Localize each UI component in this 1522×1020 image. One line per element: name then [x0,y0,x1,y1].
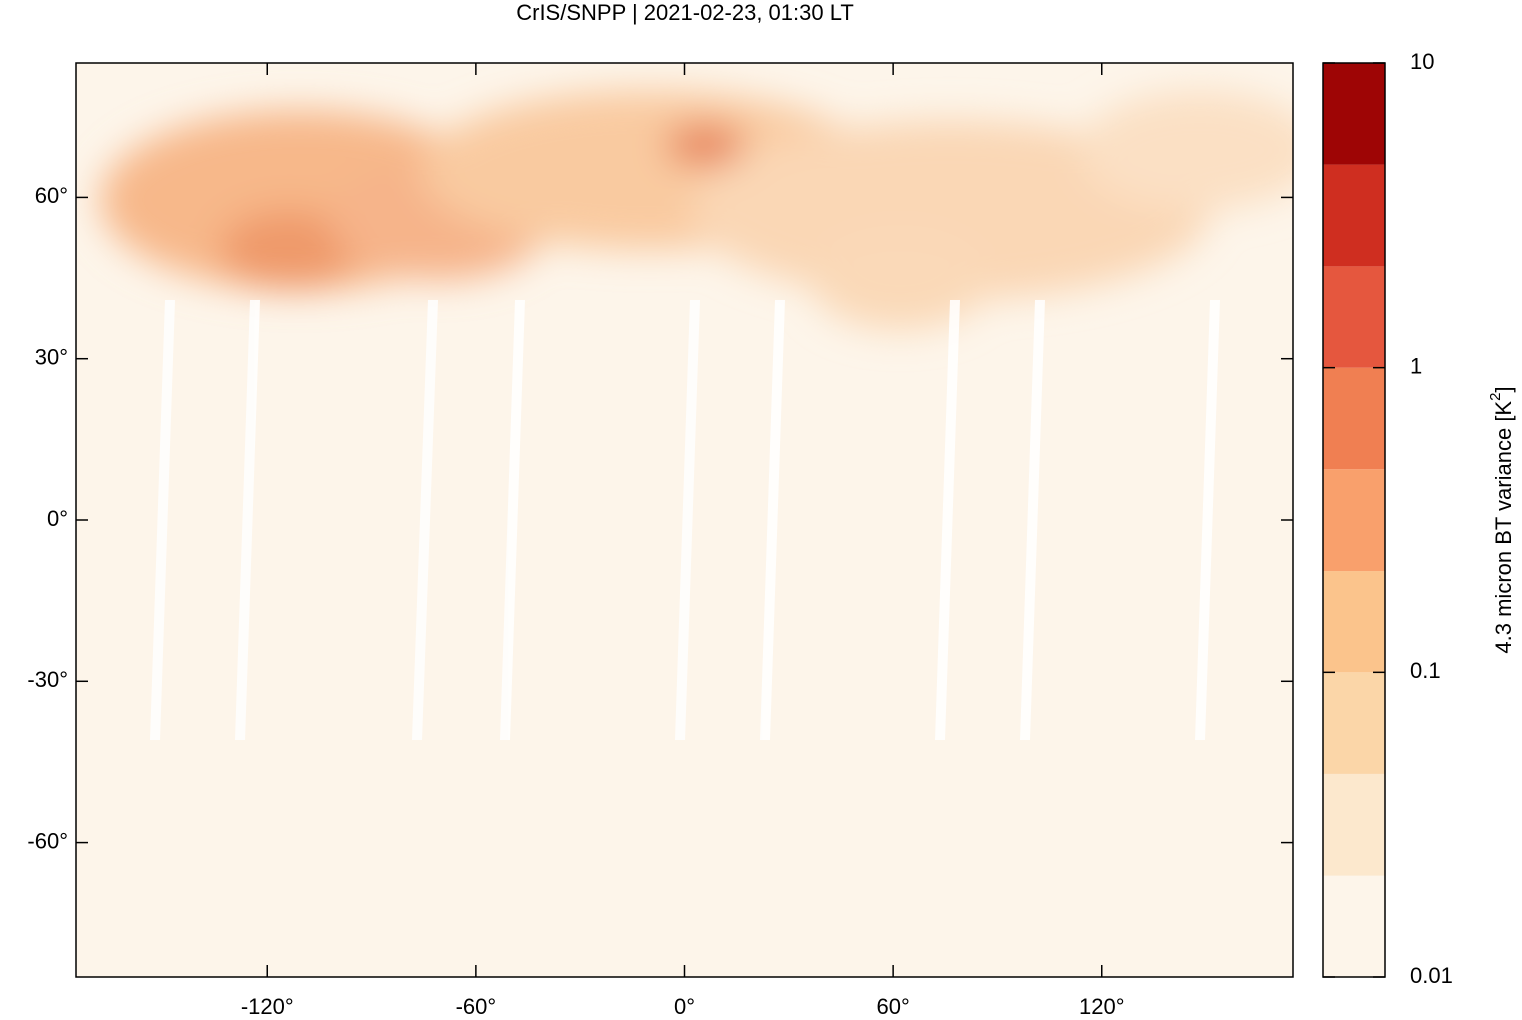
x-tick-label: -120° [241,994,294,1019]
colorbar-label: 4.3 micron BT variance [K2] [1487,386,1515,653]
colorbar-band [1323,672,1385,774]
heat-field [100,90,1293,330]
colorbar-tick-label: 10 [1410,49,1434,74]
y-tick-label: -60° [27,828,68,853]
y-tick-label: -30° [27,667,68,692]
colorbar-tick-label: 0.01 [1410,963,1453,988]
x-tick-label: 0° [674,994,695,1019]
colorbar-band [1323,875,1385,977]
y-tick-label: 30° [35,345,68,370]
colorbar-band [1323,469,1385,572]
colorbar-label-part: ] [1491,386,1516,392]
colorbar-band [1323,571,1385,673]
x-tick-label: 120° [1079,994,1125,1019]
colorbar-tick-label: 1 [1410,353,1422,378]
colorbar-label-part: 4.3 micron BT variance [K [1491,401,1516,654]
colorbar-band [1323,367,1385,470]
colorbar-band [1323,773,1385,876]
y-tick-label: 60° [35,183,68,208]
chart-title: CrIS/SNPP | 2021-02-23, 01:30 LT [516,0,854,25]
colorbar-band [1323,266,1385,368]
x-tick-label: -60° [456,994,497,1019]
swath-gaps [150,300,1220,740]
y-tick-label: 0° [47,506,68,531]
colorbar-label-part: 2 [1487,393,1504,401]
colorbar-band [1323,63,1385,165]
colorbar-frame [1322,62,1386,978]
colorbar-band [1323,164,1385,267]
colorbar-tick-label: 0.1 [1410,658,1441,683]
x-tick-label: 60° [876,994,909,1019]
